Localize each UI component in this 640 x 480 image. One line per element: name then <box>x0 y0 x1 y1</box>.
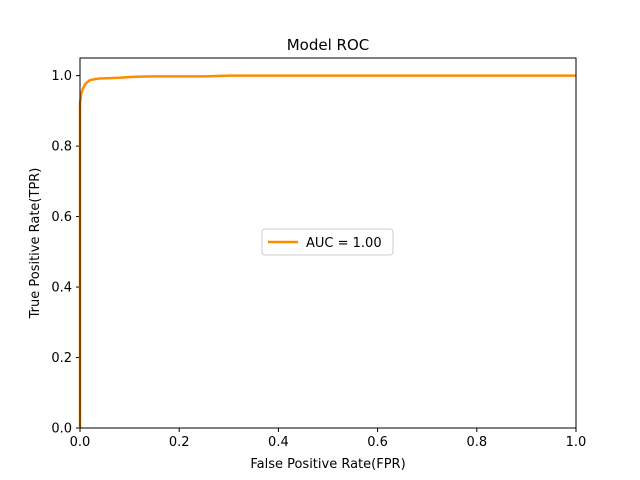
roc-curve-line <box>78 74 576 428</box>
chart-title: Model ROC <box>287 36 370 54</box>
y-axis-label: True Positive Rate(TPR) <box>28 168 43 320</box>
legend-box <box>261 228 394 256</box>
x-tick-label: 0.0 <box>70 435 91 450</box>
plot-frame <box>79 57 577 429</box>
y-tick-label: 0.0 <box>51 422 72 437</box>
x-tick-label: 0.4 <box>268 435 289 450</box>
x-tick-label: 1.0 <box>566 435 587 450</box>
legend-label: AUC = 1.00 <box>306 236 382 251</box>
legend: AUC = 1.00 <box>261 228 394 256</box>
x-tick-label: 0.2 <box>169 435 190 450</box>
x-tick-label: 0.8 <box>466 435 487 450</box>
x-tick-label: 0.6 <box>367 435 388 450</box>
y-tick-label: 0.6 <box>51 210 72 225</box>
y-tick-label: 0.8 <box>51 140 72 155</box>
series-layer <box>78 74 576 428</box>
y-tick-label: 0.4 <box>51 281 72 296</box>
x-axis-label: False Positive Rate(FPR) <box>250 457 405 472</box>
y-tick-label: 1.0 <box>51 69 72 84</box>
x-axis-ticks: 0.0 0.2 0.4 0.6 0.8 1.0 <box>70 428 587 450</box>
y-tick-label: 0.2 <box>51 351 72 366</box>
